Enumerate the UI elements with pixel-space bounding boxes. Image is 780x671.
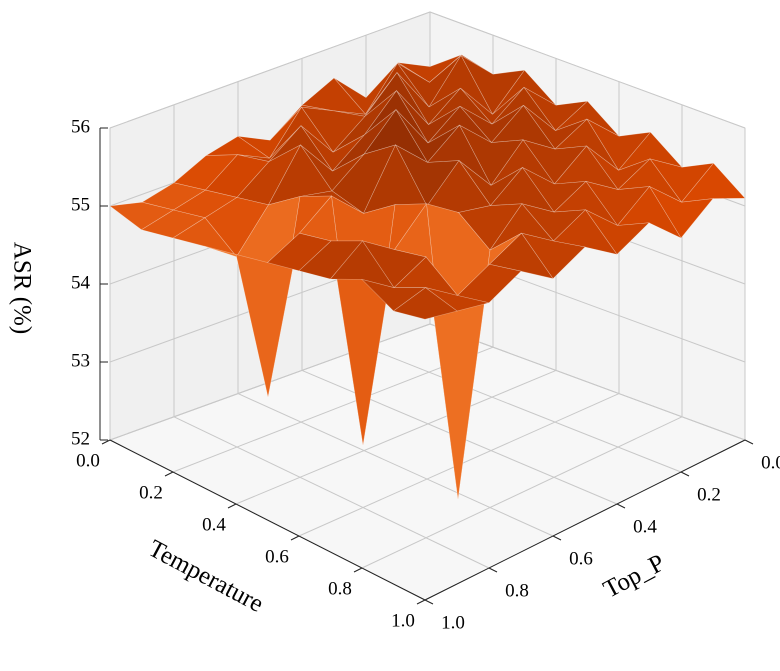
grid-line	[237, 393, 554, 537]
grid-line	[109, 11, 431, 129]
y-tick-label: 1.0	[441, 612, 465, 633]
grid-line	[429, 11, 746, 129]
y-tick-label: 0.0	[761, 452, 780, 473]
x-tick-label: 0.4	[202, 514, 226, 535]
grid-line	[173, 416, 490, 569]
y-tick	[488, 567, 498, 573]
z-tick-label: 55	[71, 194, 90, 215]
grid-line	[235, 369, 557, 505]
z-axis-label: ASR (%)	[8, 242, 35, 334]
x-tick	[227, 503, 237, 509]
x-tick	[164, 471, 174, 477]
x-axis	[109, 439, 426, 601]
y-tick	[552, 535, 562, 541]
y-tick-label: 0.4	[633, 516, 657, 537]
y-axis	[424, 439, 746, 601]
x-tick	[353, 567, 363, 573]
z-tick-label: 52	[71, 428, 90, 449]
x-tick-label: 0.0	[76, 450, 100, 471]
x-tick-label: 0.8	[328, 578, 352, 599]
y-tick-label: 0.8	[505, 580, 529, 601]
z-tick-label: 54	[71, 272, 91, 293]
y-tick	[616, 503, 626, 509]
x-axis-label: Temperature	[144, 535, 268, 618]
y-tick-label: 0.6	[569, 548, 593, 569]
grid-line	[172, 346, 494, 473]
y-tick	[680, 471, 690, 477]
grid-line	[361, 416, 683, 569]
z-tick-label: 56	[71, 116, 90, 137]
surface-patch	[392, 287, 458, 320]
x-tick	[416, 599, 426, 605]
x-tick	[290, 535, 300, 541]
z-tick-label: 53	[71, 350, 90, 371]
y-axis-label: Top_P	[599, 549, 669, 603]
y-tick-label: 0.2	[697, 484, 721, 505]
grid-line	[429, 323, 746, 441]
x-tick	[101, 439, 111, 445]
y-tick	[744, 439, 754, 445]
x-tick-label: 1.0	[391, 610, 415, 631]
y-tick	[424, 599, 434, 605]
x-tick-label: 0.6	[265, 546, 289, 567]
x-tick-label: 0.2	[139, 482, 163, 503]
grid-line	[365, 346, 682, 473]
